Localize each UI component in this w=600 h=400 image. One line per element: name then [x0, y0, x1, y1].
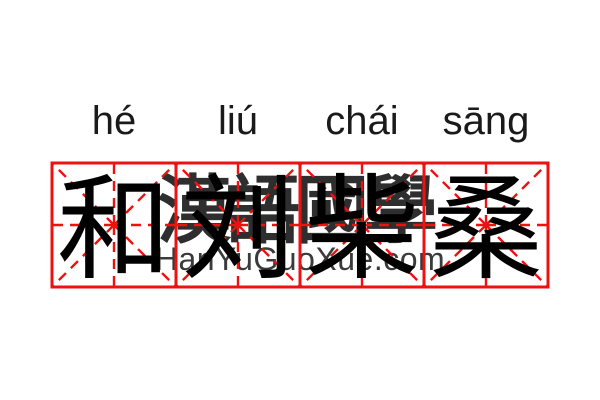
pinyin-syllable-2: liú [217, 99, 259, 143]
character-glyph-1: 和 [56, 163, 171, 296]
watermark-cjk-text: 漢語國學 [157, 168, 438, 254]
character-cell: 和 [52, 163, 176, 292]
character-glyph-2: 刘 [180, 163, 295, 296]
character-glyph-4: 桑 [428, 163, 543, 296]
character-cell: 桑 [424, 163, 548, 292]
character-glyph-3: 柴 [304, 163, 419, 296]
pinyin-syllable-1: hé [91, 99, 137, 143]
mizige-grid [50, 161, 550, 289]
character-cell: 柴 [300, 163, 424, 292]
character-cell: 刘 [176, 163, 300, 292]
pinyin-syllable-3: chái [325, 99, 399, 143]
pinyin-syllable-4: sāng [442, 99, 530, 143]
